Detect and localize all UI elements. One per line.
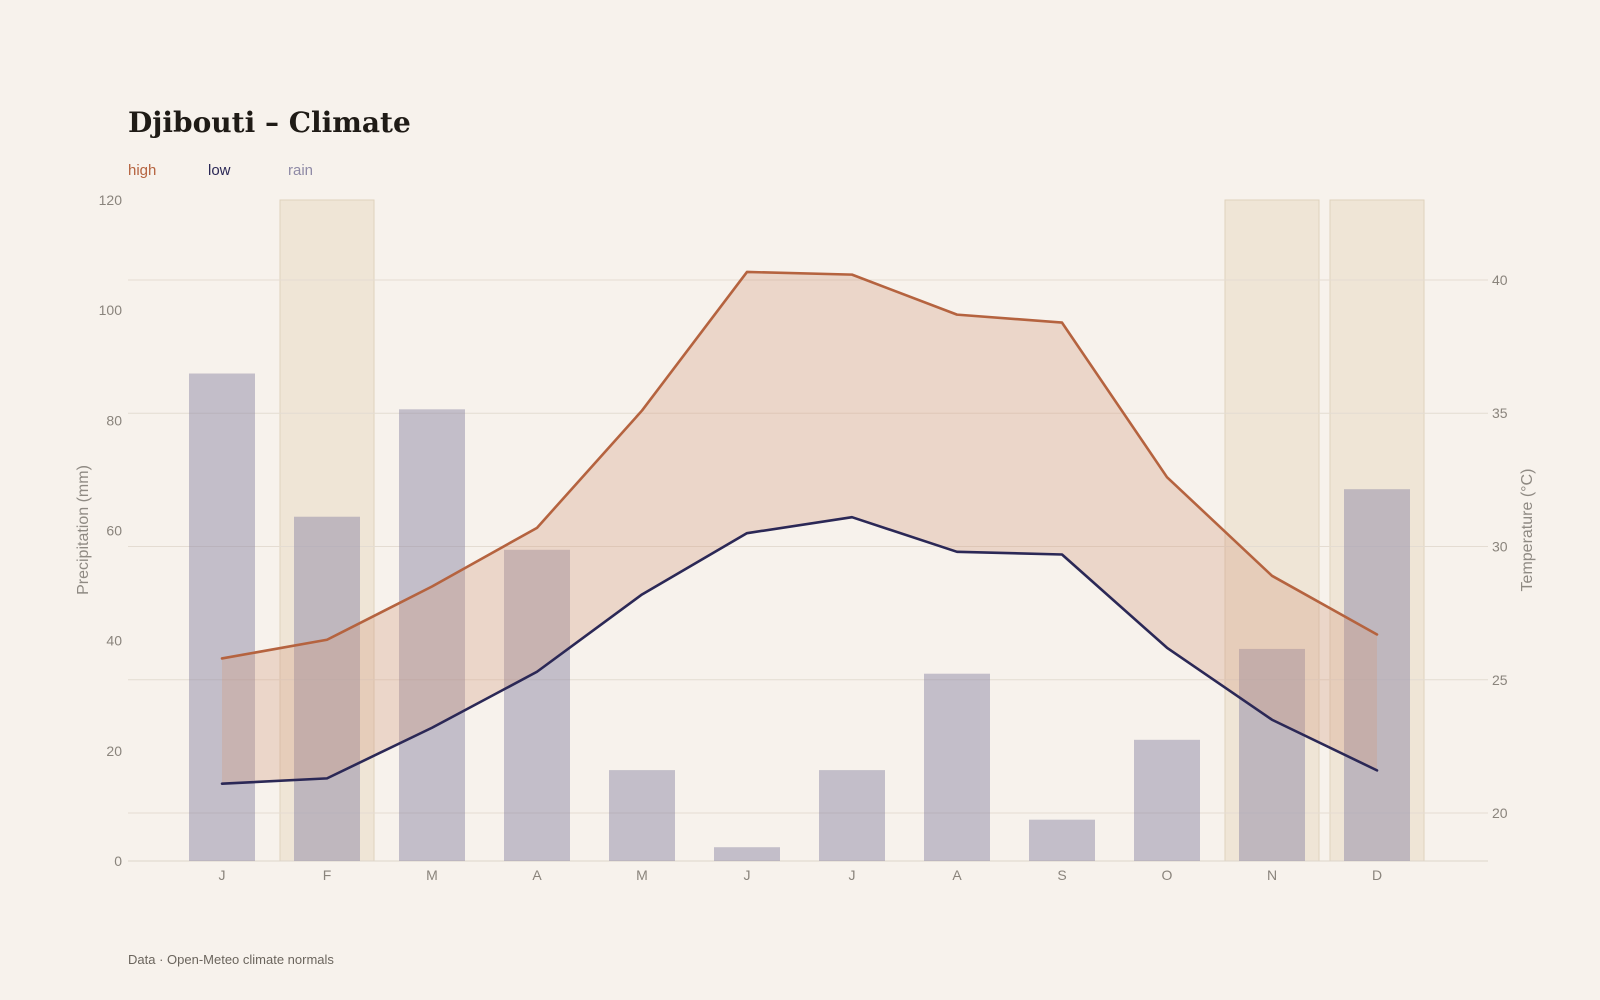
temperature-band [222,271,1377,784]
legend-rain: rain [288,162,313,179]
left-tick-label: 100 [99,302,123,318]
rain-bars [189,373,1410,861]
x-tick-label: N [1267,867,1277,883]
x-tick-label: A [952,867,962,883]
left-tick-label: 40 [106,633,122,649]
x-tick-label: D [1372,867,1382,883]
x-tick-label: J [744,867,751,883]
rain-bar [1344,489,1410,861]
x-tick-label: O [1162,867,1173,883]
x-tick-label: M [426,867,438,883]
chart-title: Djibouti – Climate [128,106,411,139]
x-tick-label: J [849,867,856,883]
rain-bar [399,409,465,861]
left-tick-label: 60 [106,523,122,539]
rain-bar [504,549,570,861]
right-tick-label: 20 [1492,805,1508,821]
rain-bar [294,516,360,861]
rain-bar [189,373,255,861]
rain-bar [1239,648,1305,861]
rain-bar [609,770,675,861]
left-tick-label: 0 [114,853,122,869]
temperature-lines [220,270,1379,786]
x-tick-label: S [1057,867,1066,883]
left-tick-label: 80 [106,412,122,428]
right-tick-label: 40 [1492,272,1508,288]
rain-bar [714,847,780,861]
x-tick-label: M [636,867,648,883]
high-low-band [222,271,1377,784]
x-tick-label: F [323,867,332,883]
legend-low: low [208,162,231,179]
rain-bar [1134,739,1200,861]
legend-high: high [128,162,156,179]
right-tick-label: 25 [1492,672,1508,688]
x-tick-label: J [219,867,226,883]
right-tick-label: 35 [1492,405,1508,421]
left-axis-title: Precipitation (mm) [75,465,92,595]
low-line [220,515,1379,786]
rain-bar [819,770,885,861]
rain-bar [1029,819,1095,861]
left-tick-label: 20 [106,743,122,759]
right-axis-title: Temperature (°C) [1519,469,1536,592]
x-tick-label: A [532,867,542,883]
source-note: Data · Open-Meteo climate normals [128,952,334,967]
right-tick-label: 30 [1492,538,1508,554]
axes: 0 20 40 60 80 100 120 20 25 30 35 40 J F M A M J J A S O N D [99,192,1508,883]
rain-bar [924,673,990,861]
left-tick-label: 120 [99,192,123,208]
high-line [220,270,1379,660]
